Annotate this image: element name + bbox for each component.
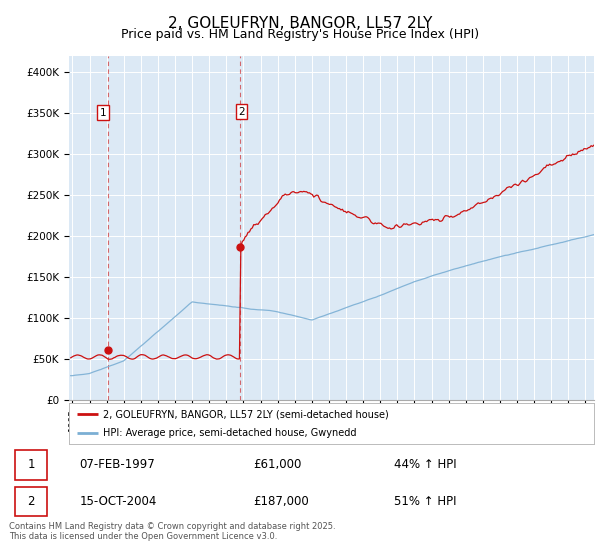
Text: HPI: Average price, semi-detached house, Gwynedd: HPI: Average price, semi-detached house,… <box>103 428 356 437</box>
Text: 15-OCT-2004: 15-OCT-2004 <box>79 494 157 508</box>
Text: £187,000: £187,000 <box>253 494 309 508</box>
Text: 1: 1 <box>27 458 35 472</box>
Text: £61,000: £61,000 <box>253 458 301 472</box>
Text: 2, GOLEUFRYN, BANGOR, LL57 2LY: 2, GOLEUFRYN, BANGOR, LL57 2LY <box>168 16 432 31</box>
Text: Contains HM Land Registry data © Crown copyright and database right 2025.
This d: Contains HM Land Registry data © Crown c… <box>9 522 335 542</box>
Text: 07-FEB-1997: 07-FEB-1997 <box>79 458 155 472</box>
FancyBboxPatch shape <box>15 487 47 516</box>
Text: 2: 2 <box>238 107 245 117</box>
Text: 2: 2 <box>27 494 35 508</box>
Text: Price paid vs. HM Land Registry's House Price Index (HPI): Price paid vs. HM Land Registry's House … <box>121 28 479 41</box>
Text: 51% ↑ HPI: 51% ↑ HPI <box>394 494 457 508</box>
Text: 2, GOLEUFRYN, BANGOR, LL57 2LY (semi-detached house): 2, GOLEUFRYN, BANGOR, LL57 2LY (semi-det… <box>103 409 389 419</box>
Text: 44% ↑ HPI: 44% ↑ HPI <box>394 458 457 472</box>
FancyBboxPatch shape <box>15 450 47 479</box>
Text: 1: 1 <box>100 108 107 118</box>
